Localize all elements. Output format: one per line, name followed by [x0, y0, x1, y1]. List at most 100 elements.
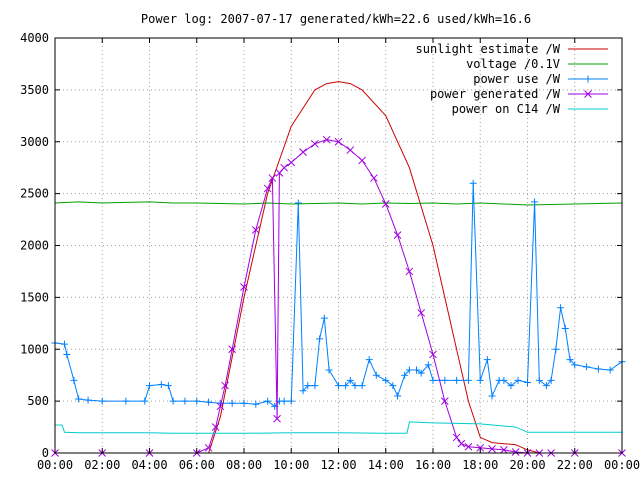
data-point-marker	[325, 366, 333, 374]
data-point-marker	[393, 231, 402, 239]
data-point-marker	[372, 371, 380, 379]
data-point-marker	[453, 376, 461, 384]
x-tick-label: 00:00	[37, 458, 73, 472]
data-point-marker	[417, 369, 425, 377]
data-point-marker	[204, 443, 213, 452]
data-point-marker	[70, 376, 78, 384]
data-point-marker	[228, 345, 237, 354]
data-point-marker	[535, 376, 543, 384]
data-point-marker	[240, 399, 248, 407]
data-point-marker	[60, 340, 68, 348]
x-tick-label: 22:00	[557, 458, 593, 472]
y-tick-label: 0	[42, 446, 49, 460]
data-point-marker	[294, 199, 302, 207]
series-line	[54, 201, 623, 206]
data-point-marker	[141, 397, 149, 405]
data-point-marker	[280, 397, 288, 405]
data-point-marker	[304, 382, 312, 390]
data-point-marker	[424, 361, 432, 369]
data-point-marker	[273, 414, 281, 423]
data-point-marker	[84, 396, 92, 404]
data-point-marker	[205, 398, 213, 406]
data-point-marker	[394, 392, 402, 400]
data-point-marker	[221, 381, 229, 390]
data-point-marker	[211, 423, 220, 431]
legend-label: power generated /W	[430, 87, 561, 101]
data-point-marker	[542, 382, 550, 390]
data-point-marker	[488, 392, 496, 400]
x-tick-label: 02:00	[84, 458, 120, 472]
data-point-marker	[169, 397, 177, 405]
data-point-marker	[358, 156, 366, 165]
data-point-marker	[500, 446, 508, 454]
data-point-marker	[452, 433, 461, 442]
data-point-marker	[216, 402, 225, 411]
chart-title: Power log: 2007-07-17 generated/kWh=22.6…	[141, 12, 531, 26]
data-point-marker	[322, 135, 331, 144]
data-point-marker	[181, 397, 189, 405]
data-point-marker	[500, 376, 508, 384]
ticks: 0 500 1000 1500 2000 2500 3000 3500 4000 00:00 02:…	[20, 31, 640, 472]
data-point-marker	[441, 376, 449, 384]
series-line	[55, 139, 622, 454]
data-point-marker	[561, 325, 569, 332]
data-point-marker	[122, 397, 130, 405]
data-point-marker	[75, 395, 83, 403]
data-point-marker	[507, 382, 515, 390]
data-point-marker	[240, 283, 248, 291]
data-point-marker	[358, 382, 366, 390]
data-point-marker	[98, 397, 106, 405]
data-point-marker	[299, 387, 307, 395]
series-0	[208, 81, 540, 454]
data-point-marker	[299, 148, 307, 156]
data-point-marker	[351, 382, 359, 390]
series-2	[51, 179, 626, 410]
series-4	[55, 421, 622, 434]
data-point-marker	[412, 366, 420, 374]
data-point-marker	[583, 363, 591, 371]
legend-label: sunlight estimate /W	[416, 42, 561, 56]
data-point-marker	[316, 335, 324, 343]
data-point-marker	[389, 382, 397, 390]
data-point-marker	[263, 184, 272, 193]
data-point-marker	[287, 397, 295, 405]
series-line	[55, 421, 622, 434]
data-point-marker	[531, 198, 539, 206]
x-tick-label: 10:00	[273, 458, 309, 472]
data-point-marker	[405, 267, 414, 276]
data-point-marker	[320, 314, 328, 322]
data-point-marker	[251, 226, 260, 234]
y-tick-label: 3000	[20, 135, 49, 149]
data-point-marker	[405, 366, 413, 374]
x-tick-label: 00:00	[604, 458, 640, 472]
x-tick-label: 08:00	[226, 458, 262, 472]
data-point-marker	[268, 174, 277, 182]
data-point-marker	[552, 345, 560, 353]
data-point-marker	[571, 361, 579, 369]
data-point-marker	[311, 139, 319, 148]
y-tick-label: 3500	[20, 83, 49, 97]
y-tick-label: 1500	[20, 290, 49, 304]
legend-label: power use /W	[473, 72, 560, 86]
x-tick-label: 18:00	[462, 458, 498, 472]
data-point-marker	[365, 356, 373, 364]
data-point-marker	[335, 382, 342, 390]
data-point-marker	[287, 158, 296, 167]
y-tick-label: 2500	[20, 187, 49, 201]
data-point-marker	[547, 376, 555, 384]
data-point-marker	[164, 382, 172, 390]
data-point-marker	[429, 376, 437, 384]
data-point-marker	[488, 444, 496, 453]
data-point-marker	[417, 309, 426, 317]
data-point-marker	[252, 400, 260, 408]
data-point-marker	[280, 163, 289, 172]
data-point-marker	[606, 366, 614, 374]
data-point-marker	[594, 365, 602, 373]
data-point-marker	[511, 448, 520, 456]
data-point-marker	[566, 356, 574, 364]
x-tick-label: 06:00	[179, 458, 215, 472]
series-line	[208, 81, 540, 454]
x-tick-label: 20:00	[509, 458, 545, 472]
